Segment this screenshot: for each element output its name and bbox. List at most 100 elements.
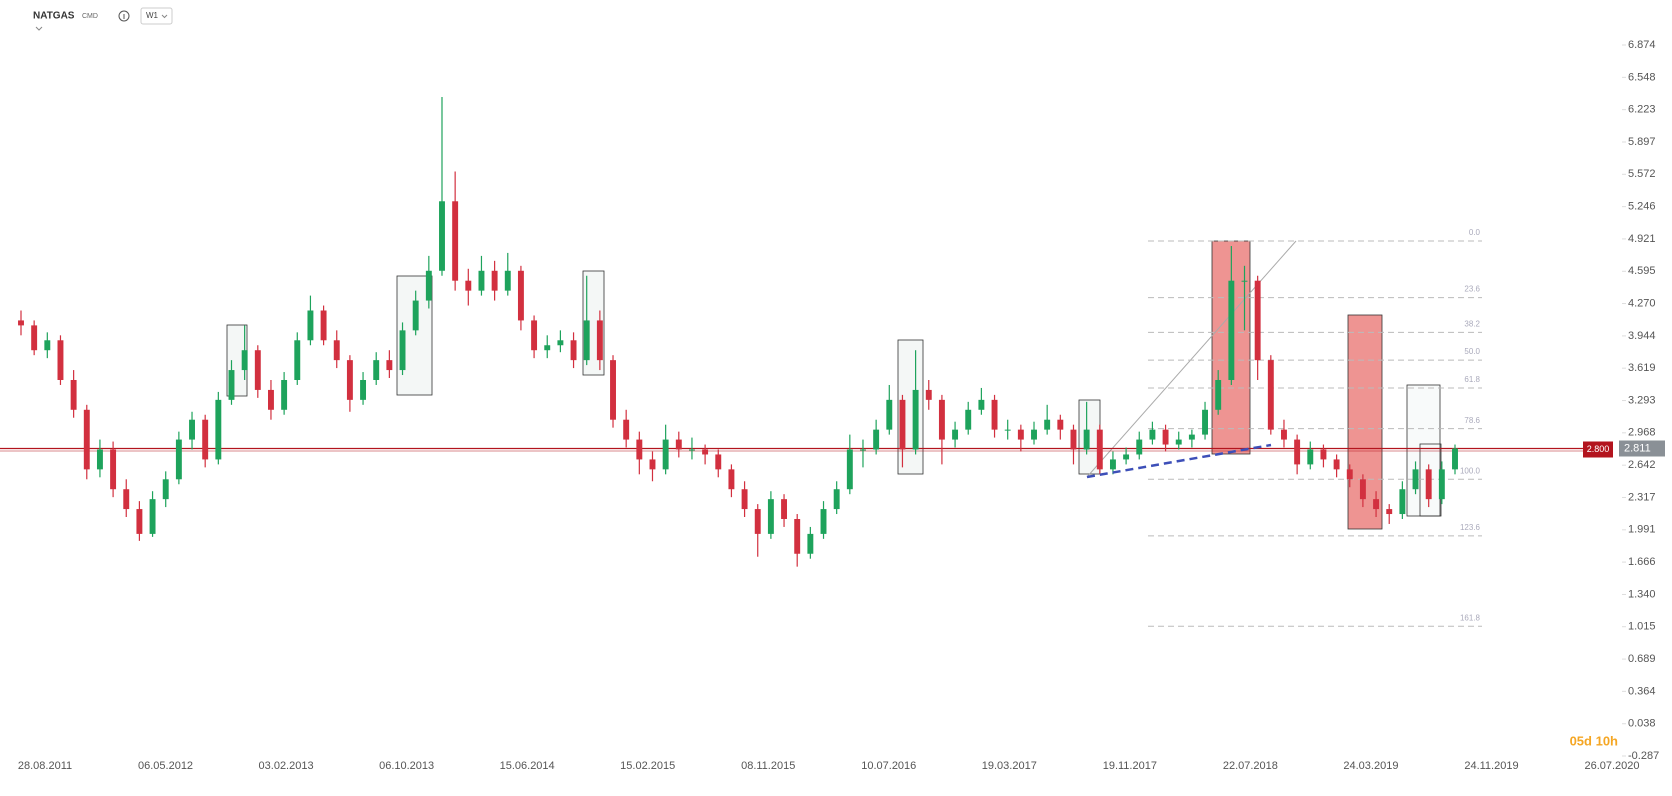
y-tick-label: 6.874 — [1628, 39, 1656, 51]
candle-body — [925, 389, 932, 400]
fib-anchor-line — [1086, 240, 1297, 478]
x-tick-label: 24.03.2019 — [1343, 760, 1398, 772]
x-tick-label: 28.08.2011 — [18, 760, 72, 772]
candle-body — [1044, 419, 1051, 430]
candle-body — [610, 360, 616, 420]
candle-body — [1057, 419, 1064, 430]
candle-body — [320, 310, 327, 341]
candle-body — [202, 419, 209, 460]
candle-body — [1267, 360, 1274, 430]
y-tick-label: 1.666 — [1628, 556, 1656, 568]
candle-body — [1202, 409, 1208, 435]
y-tick-label: 2.642 — [1628, 459, 1656, 471]
candle-body — [1123, 454, 1130, 460]
candle-body — [596, 320, 603, 361]
y-tick-label: 5.246 — [1628, 201, 1656, 213]
x-tick-label: 06.10.2013 — [379, 760, 434, 772]
candle-body — [31, 325, 38, 351]
candle-body — [44, 340, 51, 351]
candle-body — [1281, 429, 1287, 440]
x-tick-label: 24.11.2019 — [1464, 760, 1518, 772]
candle-body — [1333, 459, 1340, 470]
y-tick-label: 1.991 — [1628, 524, 1656, 536]
candle-body — [1254, 280, 1261, 361]
candle-body — [1017, 429, 1024, 440]
y-tick-label: 4.270 — [1628, 297, 1656, 309]
candle-body — [1070, 429, 1077, 450]
candle-body — [1162, 429, 1169, 445]
candle-body — [96, 449, 103, 470]
fib-label: 23.6 — [1464, 285, 1480, 294]
y-tick-label: 1.015 — [1628, 621, 1656, 633]
fib-label: 78.6 — [1464, 416, 1480, 425]
candle-body — [254, 350, 261, 390]
candle-body — [412, 300, 419, 331]
candle-body — [1241, 280, 1248, 282]
candle-body — [123, 489, 130, 510]
x-tick-label: 03.02.2013 — [259, 760, 314, 772]
y-tick-label: 2.968 — [1628, 427, 1656, 439]
candle-body — [1425, 469, 1432, 500]
candle-body — [1109, 459, 1116, 470]
market: CMD — [82, 13, 98, 20]
candle-body — [702, 449, 709, 455]
candle-body — [965, 409, 972, 430]
candle-body — [452, 201, 459, 281]
candle-body — [333, 340, 340, 361]
fib-label: 123.6 — [1460, 523, 1481, 532]
y-tick-label: 5.897 — [1628, 136, 1656, 148]
candle-body — [1307, 449, 1314, 465]
candle-body — [136, 509, 143, 534]
candle-body — [1175, 439, 1182, 445]
fib-label: 61.8 — [1464, 375, 1480, 384]
fib-label: 0.0 — [1469, 228, 1481, 237]
y-tick-label: 5.572 — [1628, 168, 1656, 180]
symbol-caret[interactable] — [35, 26, 43, 31]
last-price-tag — [1619, 440, 1665, 457]
candle-body — [110, 449, 117, 490]
y-tick-label: 2.317 — [1628, 491, 1656, 503]
candle-body — [425, 270, 432, 301]
candle-body — [228, 370, 235, 400]
candle-body — [544, 345, 551, 351]
candle-body — [346, 360, 353, 400]
y-tick-label: 6.548 — [1628, 71, 1656, 83]
interval-select[interactable] — [140, 7, 173, 25]
candle-body — [504, 270, 511, 291]
candle-body — [1399, 489, 1406, 515]
candle-body — [649, 459, 656, 470]
candle-body — [1438, 469, 1445, 500]
interval: W1 — [146, 11, 159, 20]
info-icon[interactable] — [118, 10, 130, 22]
candle-body — [807, 533, 814, 554]
x-tick-label: 22.07.2018 — [1223, 760, 1278, 772]
x-tick-label: 10.07.2016 — [861, 760, 916, 772]
candle-body — [860, 449, 866, 451]
candle-body — [873, 429, 880, 450]
y-tick-label: 3.293 — [1628, 394, 1656, 406]
candle-body — [978, 399, 985, 410]
x-tick-label: 15.06.2014 — [500, 760, 555, 772]
y-tick-label: 4.921 — [1628, 233, 1656, 245]
candle-body — [1215, 379, 1222, 410]
candle-body — [1452, 448, 1458, 470]
price-tag — [1583, 441, 1613, 458]
x-tick-label: 19.03.2017 — [982, 760, 1037, 772]
y-tick-label: 1.340 — [1628, 588, 1656, 600]
candle-body — [952, 429, 959, 440]
candle-body — [767, 499, 774, 534]
y-tick-label: 3.619 — [1628, 362, 1656, 374]
candle-body — [1228, 280, 1235, 380]
candle-body — [557, 340, 564, 346]
candle-body — [1083, 429, 1090, 450]
x-tick-label: 15.02.2015 — [620, 760, 675, 772]
y-tick-label: 6.223 — [1628, 104, 1656, 116]
candle-body — [294, 340, 301, 380]
candle-body — [1386, 509, 1393, 515]
candle-body — [938, 399, 945, 440]
candle-body — [1320, 449, 1327, 460]
candle-body — [846, 449, 853, 490]
candle-body — [189, 419, 195, 440]
